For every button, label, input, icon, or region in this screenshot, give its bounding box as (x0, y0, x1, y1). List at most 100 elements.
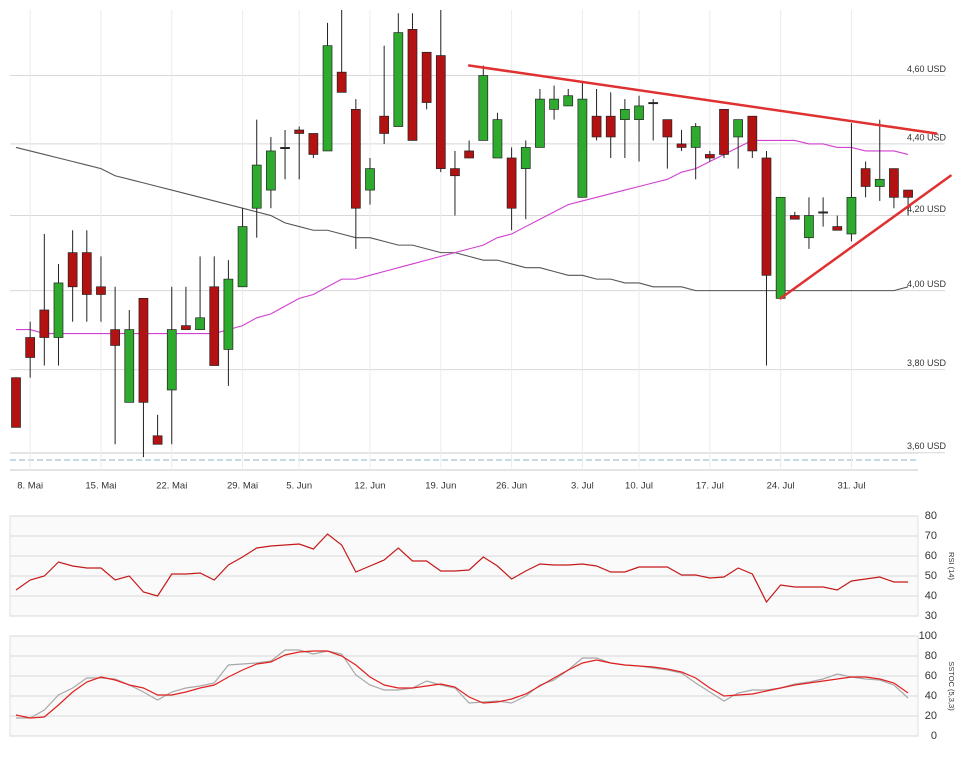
candle-body (464, 150, 474, 159)
candle-body (903, 189, 913, 198)
candle-body (591, 115, 602, 138)
x-tick-label: 19. Jun (425, 481, 456, 492)
candle-body (662, 119, 673, 138)
y-tick-label: 70 (925, 530, 937, 542)
candle-body (350, 108, 361, 209)
y-tick-label: 60 (925, 550, 937, 562)
trend-line (467, 64, 938, 135)
x-tick-label: 26. Jun (496, 481, 527, 492)
candle-body (322, 45, 333, 152)
candle-body (846, 196, 857, 235)
y-tick-label: 3,80 USD (907, 358, 947, 368)
y-tick-label: 40 (925, 590, 937, 602)
candle-body (747, 115, 758, 152)
x-tick-label: 31. Jul (837, 481, 865, 492)
indicator-line (16, 649, 909, 719)
candle-body (181, 325, 191, 330)
candle-body (874, 178, 885, 187)
candle-body (789, 215, 800, 220)
candle-body (294, 129, 305, 134)
candle-body (124, 329, 135, 403)
moving-average-line (15, 146, 909, 292)
candle-body (804, 215, 814, 239)
candle-body (138, 297, 149, 403)
candle-body (251, 164, 262, 209)
x-tick-label: 8. Mai (17, 481, 43, 492)
candle-body (407, 29, 418, 141)
y-tick-label: 0 (931, 730, 937, 742)
candle-body (648, 102, 659, 105)
candle-body (336, 71, 347, 93)
candle-body (634, 105, 644, 120)
y-axis-label: SSTOC (5,3,3) (947, 661, 956, 711)
candle-body (520, 147, 531, 169)
candle-body (308, 133, 319, 155)
candle-body (280, 147, 290, 149)
indicator-line (15, 533, 909, 604)
y-tick-label: 20 (925, 710, 937, 722)
candle-body (549, 98, 559, 110)
stochastic-panel (9, 635, 919, 737)
candle-body (209, 286, 220, 366)
candle-body (435, 55, 446, 169)
x-tick-label: 3. Jul (571, 481, 594, 492)
x-tick-label: 12. Jun (354, 481, 385, 492)
candle-body (110, 329, 120, 346)
y-tick-label: 60 (925, 670, 937, 682)
candle-body (818, 211, 828, 214)
candle-body (393, 32, 404, 127)
y-tick-label: 50 (925, 570, 937, 582)
candle-body (81, 252, 92, 295)
candle-body (450, 168, 460, 177)
x-tick-label: 29. Mai (227, 481, 258, 492)
candle-body (365, 168, 375, 191)
candle-body (577, 98, 588, 198)
y-tick-label: 100 (919, 630, 937, 642)
candle-body (478, 75, 489, 141)
candle-body (506, 157, 517, 209)
y-tick-label: 4,60 USD (907, 64, 947, 74)
candle-body (620, 108, 630, 120)
candle-body (195, 317, 205, 330)
candle-body (421, 51, 432, 103)
candle-body (96, 286, 106, 295)
y-axis-label: RSI (14) (947, 552, 956, 580)
candle-body (832, 226, 843, 231)
x-tick-label: 24. Jul (767, 481, 795, 492)
indicator-line (15, 650, 909, 719)
candle-body (152, 435, 163, 445)
candle-body (11, 377, 21, 428)
candle-body (39, 309, 50, 338)
trend-line (779, 174, 952, 300)
y-tick-label: 3,60 USD (907, 441, 947, 451)
candle-body (676, 143, 687, 148)
x-tick-label: 10. Jul (625, 481, 653, 492)
candle-body (266, 150, 276, 191)
y-tick-label: 4,00 USD (907, 279, 947, 289)
candle-body (53, 282, 64, 338)
candle-body (690, 126, 701, 148)
candle-body (775, 196, 786, 299)
y-tick-label: 30 (925, 610, 937, 622)
candle-body (719, 108, 729, 155)
candle-body (733, 119, 744, 138)
candle-body (535, 98, 545, 148)
candle-body (492, 119, 503, 159)
y-tick-label: 40 (925, 690, 937, 702)
candle-body (25, 337, 36, 358)
candle-body (67, 252, 78, 288)
candle-body (605, 115, 616, 138)
candle-body (166, 329, 177, 391)
x-tick-label: 5. Jun (286, 481, 312, 492)
candle-body (860, 168, 871, 187)
candle-body (563, 95, 574, 107)
y-tick-label: 4,20 USD (907, 204, 947, 214)
candle-body (237, 226, 248, 288)
rsi-panel (9, 515, 919, 617)
y-tick-label: 80 (925, 510, 937, 522)
candle-body (761, 157, 772, 276)
x-tick-label: 17. Jul (696, 481, 724, 492)
x-tick-label: 22. Mai (156, 481, 187, 492)
candle-body (889, 168, 899, 198)
